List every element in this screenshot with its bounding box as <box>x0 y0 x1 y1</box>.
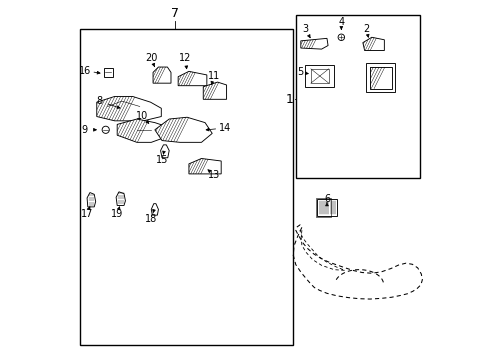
Polygon shape <box>362 37 384 50</box>
Polygon shape <box>117 119 171 142</box>
Text: 9: 9 <box>81 125 88 135</box>
Bar <box>80 30 292 345</box>
Text: 17: 17 <box>81 209 93 219</box>
Polygon shape <box>104 68 112 77</box>
Polygon shape <box>316 199 336 216</box>
Text: 4: 4 <box>338 17 344 27</box>
Text: 18: 18 <box>145 215 157 224</box>
Text: 2: 2 <box>363 24 369 35</box>
Text: 20: 20 <box>145 53 157 63</box>
Text: 16: 16 <box>79 66 91 76</box>
Text: 6: 6 <box>323 194 329 204</box>
Polygon shape <box>188 158 221 174</box>
Text: 11: 11 <box>207 71 220 81</box>
Text: 15: 15 <box>156 155 168 165</box>
Text: 8: 8 <box>96 96 102 106</box>
Polygon shape <box>151 204 158 215</box>
Polygon shape <box>178 71 206 86</box>
Text: 13: 13 <box>207 170 220 180</box>
Text: 12: 12 <box>179 53 191 63</box>
Polygon shape <box>97 96 161 121</box>
Polygon shape <box>369 67 391 89</box>
Polygon shape <box>203 82 226 99</box>
Polygon shape <box>160 145 169 158</box>
Text: 1: 1 <box>285 93 293 106</box>
Polygon shape <box>155 117 212 142</box>
Polygon shape <box>153 67 171 83</box>
Polygon shape <box>366 63 394 92</box>
Polygon shape <box>87 193 96 207</box>
Polygon shape <box>305 65 333 87</box>
Text: 7: 7 <box>170 7 178 20</box>
Bar <box>296 15 419 178</box>
Polygon shape <box>300 39 327 49</box>
Polygon shape <box>116 192 125 206</box>
Text: 19: 19 <box>111 209 123 219</box>
Text: 14: 14 <box>218 123 230 133</box>
Text: 5: 5 <box>296 67 303 77</box>
Text: 3: 3 <box>302 24 308 35</box>
Text: 10: 10 <box>136 111 148 121</box>
